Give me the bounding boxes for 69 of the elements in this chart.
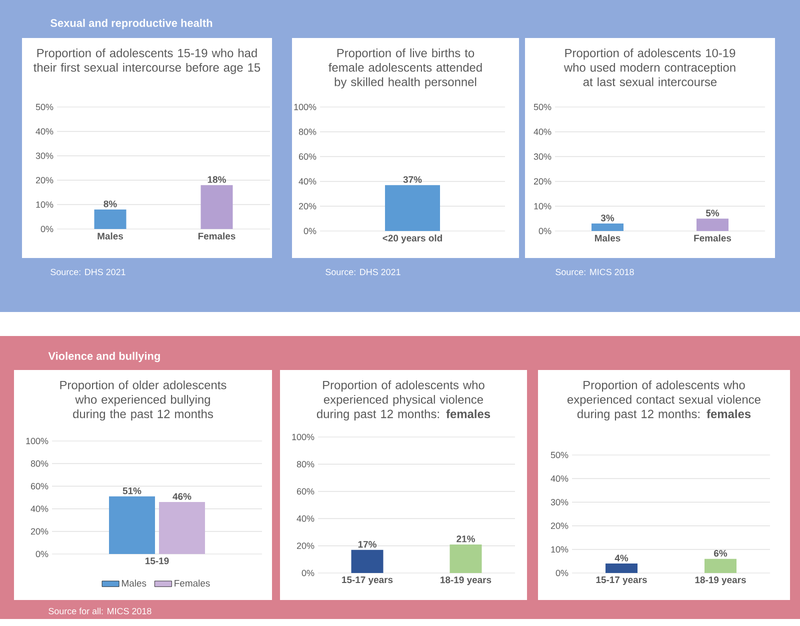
y-tick-label: 100% bbox=[294, 104, 316, 110]
data-label: 4% bbox=[614, 554, 628, 562]
x-tick-label: Males bbox=[98, 232, 124, 240]
data-label: 17% bbox=[358, 541, 376, 548]
y-tick-label: 30% bbox=[36, 152, 54, 159]
y-tick-label: 0% bbox=[538, 228, 552, 234]
y-tick-label: 30% bbox=[534, 153, 552, 160]
data-label: 51% bbox=[122, 487, 142, 494]
y-tick-label: 40% bbox=[36, 128, 54, 135]
x-tick-label: 15-17 years bbox=[596, 576, 647, 585]
data-label: 3% bbox=[600, 214, 614, 222]
y-tick-label: 50% bbox=[534, 104, 552, 110]
y-tick-label: 20% bbox=[298, 203, 316, 210]
data-label: 37% bbox=[403, 176, 422, 183]
y-tick-label: 20% bbox=[296, 542, 314, 549]
data-label: 6% bbox=[714, 550, 728, 557]
y-tick-label: 100% bbox=[292, 434, 314, 440]
source-note: Source: DHS 2021 bbox=[326, 268, 400, 276]
chart-title: Proportion of adolescents 10-19 who used modern contraception at last sexual intercourse bbox=[564, 48, 736, 86]
y-tick-label: 40% bbox=[296, 515, 314, 522]
data-label: 8% bbox=[104, 200, 117, 208]
data-label: 21% bbox=[456, 536, 475, 542]
data-label: 5% bbox=[706, 210, 720, 216]
source-note: Source: MICS 2018 bbox=[556, 268, 634, 276]
y-tick-label: 50% bbox=[36, 104, 54, 110]
y-tick-label: 60% bbox=[296, 488, 314, 495]
y-tick-label: 40% bbox=[550, 475, 568, 482]
y-tick-label: 60% bbox=[298, 153, 316, 160]
y-tick-label: 40% bbox=[30, 506, 48, 512]
y-tick-label: 80% bbox=[298, 128, 316, 135]
y-tick-label: 80% bbox=[30, 460, 48, 467]
chart-title: Proportion of adolescents 15-19 who had their first sexual intercourse before age 15 bbox=[34, 48, 260, 74]
x-tick-label: Females bbox=[198, 232, 236, 240]
y-tick-label: 0% bbox=[36, 550, 48, 558]
y-tick-label: 20% bbox=[550, 522, 568, 529]
y-tick-label: 20% bbox=[30, 528, 48, 535]
chart-title: Proportion of adolescents who experienced contact sexual violence during past 12 months: females bbox=[567, 380, 760, 421]
x-tick-label: Females bbox=[694, 234, 732, 242]
x-tick-label: 15-17 years bbox=[342, 576, 393, 585]
x-tick-label: 15-19 bbox=[145, 558, 169, 564]
y-tick-label: 80% bbox=[296, 461, 314, 468]
chart-title: Proportion of older adolescents who experienced bullying during the past 12 months bbox=[60, 380, 226, 421]
data-label: 46% bbox=[172, 493, 192, 500]
text: Sexual and reproductive health bbox=[50, 18, 212, 30]
y-tick-label: 0% bbox=[304, 228, 316, 234]
y-tick-label: 100% bbox=[26, 438, 48, 444]
y-tick-label: 0% bbox=[556, 570, 568, 576]
y-tick-label: 10% bbox=[551, 546, 568, 553]
y-tick-label: 50% bbox=[550, 452, 568, 458]
y-tick-label: 10% bbox=[534, 203, 552, 210]
source-note: Source: DHS 2021 bbox=[50, 268, 126, 276]
y-tick-label: 20% bbox=[534, 178, 552, 185]
y-tick-label: 30% bbox=[550, 499, 568, 506]
source-note: Source for all: MICS 2018 bbox=[48, 608, 152, 614]
y-tick-label: 20% bbox=[36, 177, 54, 184]
y-tick-label: 40% bbox=[534, 128, 552, 135]
text: Violence and bullying bbox=[48, 352, 160, 362]
x-tick-label: Males bbox=[594, 234, 620, 242]
y-tick-label: 60% bbox=[30, 483, 48, 490]
y-tick-label: 10% bbox=[36, 201, 54, 208]
y-tick-label: 0% bbox=[302, 570, 314, 576]
x-tick-label: 18-19 years bbox=[440, 576, 492, 586]
x-tick-label: 18-19 years bbox=[695, 576, 746, 586]
y-tick-label: 40% bbox=[298, 178, 316, 185]
x-tick-label: <20 years old bbox=[382, 234, 442, 244]
data-label: 18% bbox=[208, 176, 226, 183]
chart-title: Proportion of live births to female adolescents attended by skilled health personnel bbox=[328, 48, 482, 89]
chart-title: Proportion of adolescents who experienced physical violence during past 12 months: females bbox=[316, 380, 490, 421]
y-tick-label: 0% bbox=[40, 226, 54, 232]
